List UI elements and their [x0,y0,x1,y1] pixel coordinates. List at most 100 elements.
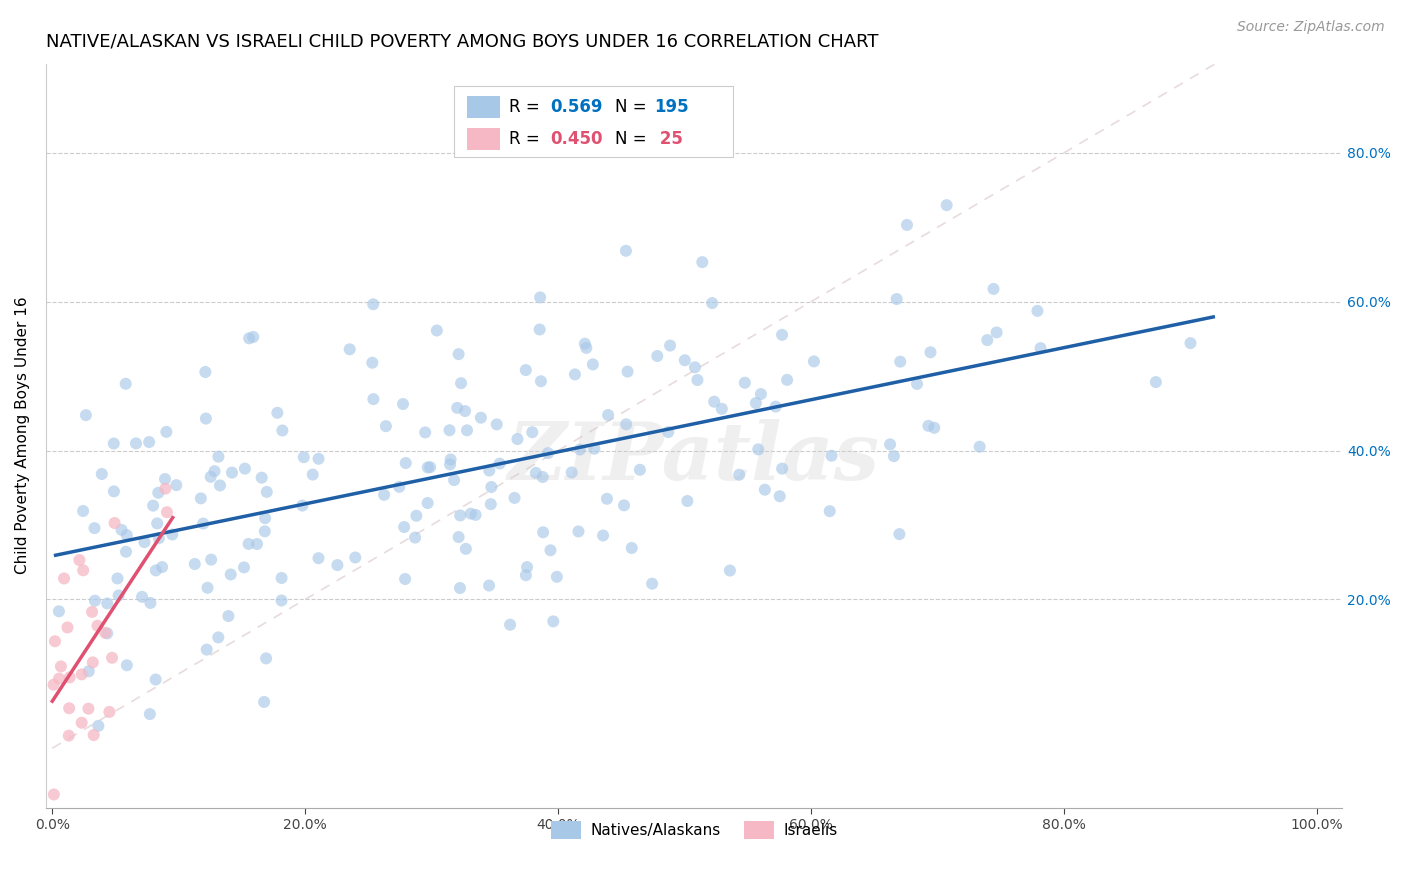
Point [673,353,696,368]
Point [219,567,242,582]
Point [270,593,292,607]
Point [58,701,80,715]
Text: R =: R = [509,98,544,116]
Point [238,331,260,345]
Point [515,568,537,582]
Point [889,527,911,541]
Point [449,508,471,523]
Point [470,410,492,425]
Text: N =: N = [614,130,652,148]
Point [148,531,170,545]
Point [592,528,614,542]
Point [394,572,416,586]
Point [1029,341,1052,355]
Text: R =: R = [509,130,544,148]
Point [439,458,461,472]
Point [485,417,508,432]
Point [107,571,129,585]
Point [1180,336,1202,351]
Point [155,425,177,439]
Point [676,494,699,508]
Point [256,484,278,499]
Point [58,729,80,743]
Point [935,198,957,212]
Bar [467,95,499,119]
Legend: Natives/Alaskans, Israelis: Natives/Alaskans, Israelis [544,815,844,845]
Point [443,473,465,487]
Point [87,719,110,733]
Point [208,478,231,492]
Point [628,463,651,477]
Point [506,432,529,446]
Point [657,425,679,439]
Point [820,449,842,463]
Point [561,466,583,480]
Point [449,581,471,595]
Point [718,564,741,578]
Point [271,424,294,438]
Point [488,457,510,471]
Point [153,472,176,486]
Point [49,659,72,673]
Point [613,499,636,513]
Point [413,425,436,440]
Point [204,464,226,478]
Point [67,553,90,567]
Point [207,631,229,645]
Point [138,435,160,450]
Point [395,456,418,470]
Point [419,460,441,475]
Point [72,563,94,577]
Text: 25: 25 [654,130,683,148]
Text: 195: 195 [654,98,689,116]
Point [1144,375,1167,389]
Point [308,551,330,566]
Point [439,452,461,467]
Point [191,516,214,531]
Point [568,442,591,457]
Point [540,543,562,558]
Text: ZIPatlas: ZIPatlas [508,419,880,497]
Point [292,450,315,465]
Point [886,292,908,306]
Point [416,496,439,510]
Point [103,484,125,499]
Point [983,282,1005,296]
Bar [454,86,733,156]
Point [531,470,554,484]
Point [405,508,427,523]
Point [747,442,769,457]
Point [59,670,82,684]
Point [574,336,596,351]
Point [246,537,269,551]
Point [614,244,637,258]
Point [478,464,501,478]
Point [416,460,439,475]
Point [392,397,415,411]
Point [647,349,669,363]
Point [195,642,218,657]
Point [620,541,643,555]
Point [596,491,619,506]
Point [769,489,792,503]
Point [82,656,104,670]
Point [125,436,148,450]
Text: 0.450: 0.450 [550,130,603,148]
Point [683,360,706,375]
Point [770,461,793,475]
Text: NATIVE/ALASKAN VS ISRAELI CHILD POVERTY AMONG BOYS UNDER 16 CORRELATION CHART: NATIVE/ALASKAN VS ISRAELI CHILD POVERTY … [46,33,879,51]
Point [529,290,551,304]
Point [72,504,94,518]
Point [969,440,991,454]
Point [233,560,256,574]
Bar [467,128,499,150]
Point [454,541,477,556]
Point [749,387,772,401]
Point [479,480,502,494]
Point [361,356,384,370]
Point [200,552,222,566]
Point [896,218,918,232]
Point [233,461,256,475]
Point [598,408,620,422]
Point [96,596,118,610]
